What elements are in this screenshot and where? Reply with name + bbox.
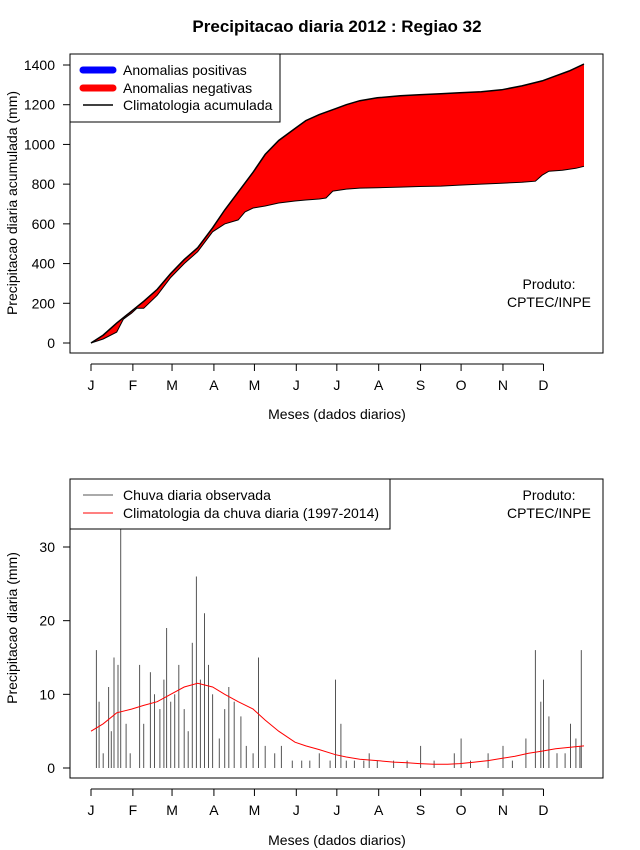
product-source-2: CPTEC/INPE [507, 505, 591, 521]
daily-x-tick-label: A [209, 802, 219, 818]
climatology-cumulative-line [90, 63, 585, 344]
cumulative-x-tick-label: O [456, 377, 467, 393]
daily-x-tick-label: J [333, 802, 340, 818]
cumulative-y-tick-label: 1000 [24, 136, 55, 152]
daily-x-tick-label: M [249, 802, 261, 818]
cumulative-y-axis: 0 200 400 600 800 1000 1200 1400 [24, 57, 71, 351]
cumulative-y-tick-label: 1400 [24, 57, 55, 73]
product-label: Produto: [523, 276, 576, 292]
negative-anomaly-area [91, 64, 584, 343]
cumulative-data-layer [90, 63, 585, 344]
observed-cumulative-line [90, 165, 585, 344]
legend-label-negative: Anomalias negativas [123, 80, 252, 96]
cumulative-x-tick-label: A [209, 377, 219, 393]
cumulative-x-tick-label: D [538, 377, 548, 393]
daily-x-tick-label: F [129, 802, 138, 818]
cumulative-x-tick-label: J [88, 377, 95, 393]
cumulative-x-tick-label: J [293, 377, 300, 393]
daily-x-tick-label: D [538, 802, 548, 818]
product-label-2: Produto: [523, 487, 576, 503]
daily-x-tick-label: J [88, 802, 95, 818]
daily-data-layer [90, 524, 585, 768]
daily-x-tick-label: S [416, 802, 425, 818]
daily-chart-panel: 0 10 20 30 J F M A M J J A S O N D Precipitacao diaria… [4, 478, 604, 848]
cumulative-y-tick-label: 0 [47, 335, 55, 351]
cumulative-x-label: Meses (dados diarios) [268, 406, 406, 422]
daily-x-tick-label: J [293, 802, 300, 818]
daily-x-tick-label: M [166, 802, 178, 818]
chart-title: Precipitacao diaria 2012 : Regiao 32 [192, 17, 481, 36]
daily-x-tick-label: N [498, 802, 508, 818]
daily-climatology-line [90, 682, 585, 765]
daily-y-tick-label: 30 [39, 539, 55, 555]
daily-x-tick-label: A [374, 802, 384, 818]
cumulative-y-label: Precipitacao diaria acumulada (mm) [4, 91, 20, 315]
cumulative-chart-panel: 0 200 400 600 800 1000 1200 1400 J F M A M J J A S O N D P… [4, 53, 604, 422]
product-source: CPTEC/INPE [507, 294, 591, 310]
cumulative-x-tick-label: J [333, 377, 340, 393]
daily-y-axis: 0 10 20 30 [39, 539, 71, 776]
daily-y-label: Precipitacao diaria (mm) [4, 552, 20, 704]
cumulative-x-tick-label: A [374, 377, 384, 393]
cumulative-y-tick-label: 1200 [24, 97, 55, 113]
daily-y-tick-label: 0 [47, 760, 55, 776]
cumulative-x-tick-label: M [166, 377, 178, 393]
legend-label-positive: Anomalias positivas [123, 62, 247, 78]
cumulative-x-tick-label: M [249, 377, 261, 393]
daily-x-tick-label: O [456, 802, 467, 818]
cumulative-x-tick-label: F [129, 377, 138, 393]
cumulative-y-tick-label: 600 [32, 216, 56, 232]
daily-y-tick-label: 10 [39, 686, 55, 702]
daily-legend-box [69, 478, 391, 530]
cumulative-x-tick-label: S [416, 377, 425, 393]
daily-x-label: Meses (dados diarios) [268, 832, 406, 848]
daily-legend: Chuva diaria observada Climatologia da c… [69, 478, 391, 530]
cumulative-x-tick-label: N [498, 377, 508, 393]
legend-label-observed: Chuva diaria observada [123, 487, 271, 503]
cumulative-y-tick-label: 800 [32, 176, 56, 192]
legend-label-climatology: Climatologia acumulada [123, 97, 273, 113]
legend-label-daily-climatology: Climatologia da chuva diaria (1997-2014) [123, 505, 379, 521]
daily-y-tick-label: 20 [39, 613, 55, 629]
cumulative-y-tick-label: 400 [32, 256, 56, 272]
cumulative-legend: Anomalias positivas Anomalias negativas … [69, 53, 281, 123]
cumulative-y-tick-label: 200 [32, 295, 56, 311]
